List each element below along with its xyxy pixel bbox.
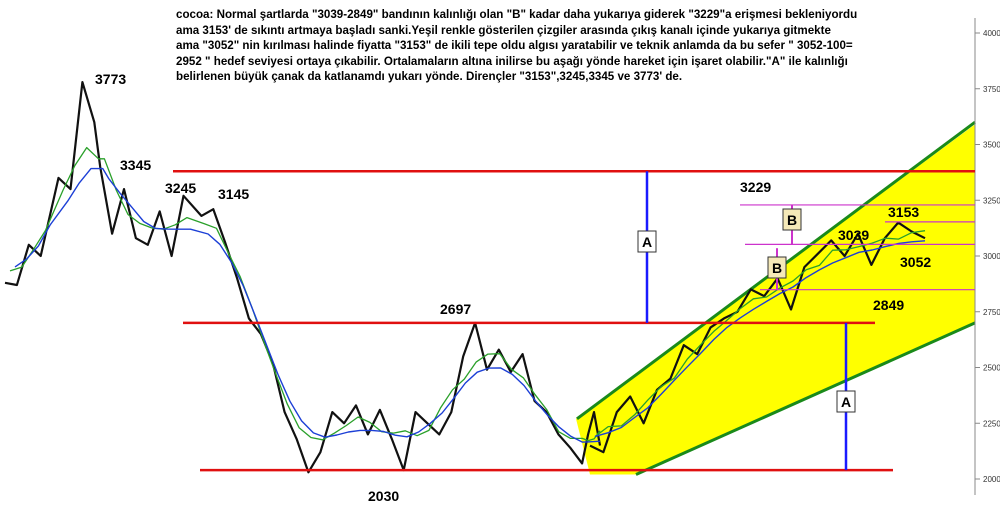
label-a: A xyxy=(841,394,851,410)
level-label: 2697 xyxy=(440,301,471,317)
label-b-box xyxy=(782,208,802,231)
label-a-box xyxy=(637,230,657,253)
y-axis-tick-label: 3750, xyxy=(983,85,1000,94)
level-label: 3245 xyxy=(165,180,196,196)
channel-band xyxy=(576,124,975,475)
y-axis-tick-label: 3000, xyxy=(983,252,1000,261)
y-axis-tick-label: 3250, xyxy=(983,196,1000,205)
y-axis-tick-label: 3500, xyxy=(983,141,1000,150)
annotation-line: ama "3052" nin kırılması halinde fiyatta… xyxy=(176,39,853,53)
channel-lower-line xyxy=(635,321,976,476)
level-label: 3145 xyxy=(218,186,249,202)
label-a: A xyxy=(642,234,652,250)
annotation-line: belirlenen büyük çanak da katlanamdı yuk… xyxy=(176,70,683,84)
level-label: 3229 xyxy=(740,179,771,195)
y-axis-tick-label: 2750, xyxy=(983,308,1000,317)
moving-average-blue xyxy=(594,240,926,438)
label-b: B xyxy=(772,260,782,276)
y-axis-tick-label: 2500, xyxy=(983,364,1000,373)
annotation-text: cocoa: Normal şartlarda "3039-2849" band… xyxy=(176,7,951,85)
moving-average-blue xyxy=(14,167,601,443)
price-line xyxy=(589,221,926,454)
moving-average-green xyxy=(9,146,601,442)
annotation-line: 2952 " hedef seviyesi ortaya çıkabilir. … xyxy=(176,54,848,68)
y-axis-tick-label: 2250, xyxy=(983,419,1000,428)
level-label: 3153 xyxy=(888,204,919,220)
label-b: B xyxy=(787,212,797,228)
label-a-box xyxy=(836,390,856,413)
price-line xyxy=(4,81,602,474)
annotation-line: ama 3153' de sıkıntı artmaya başladı san… xyxy=(176,23,831,37)
level-label: 2849 xyxy=(873,297,904,313)
level-label: 3039 xyxy=(838,227,869,243)
annotation-line: cocoa: Normal şartlarda "3039-2849" band… xyxy=(176,8,858,21)
y-axis-tick-label: 4000, xyxy=(983,29,1000,38)
level-label: 3345 xyxy=(120,157,151,173)
y-axis-tick-label: 2000, xyxy=(983,475,1000,484)
level-label: 3052 xyxy=(900,254,931,270)
level-label: 2030 xyxy=(368,488,399,504)
level-label: 3773 xyxy=(95,71,126,87)
label-b-box xyxy=(767,256,787,279)
moving-average-green xyxy=(594,230,926,438)
